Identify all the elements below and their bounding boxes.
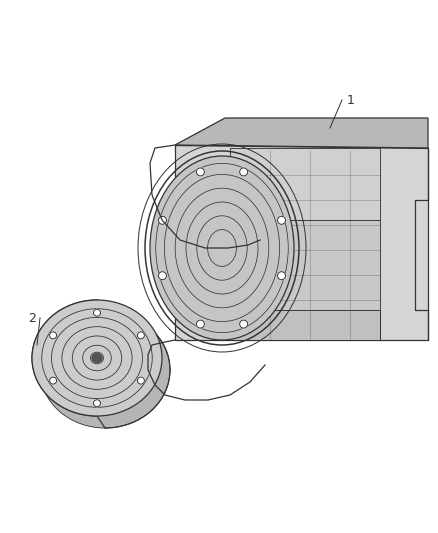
Circle shape	[93, 309, 100, 316]
Text: 1: 1	[347, 93, 355, 107]
Circle shape	[49, 332, 57, 339]
Circle shape	[138, 377, 145, 384]
Circle shape	[240, 320, 247, 328]
Ellipse shape	[150, 156, 294, 340]
Circle shape	[159, 272, 166, 280]
Ellipse shape	[32, 300, 162, 416]
Ellipse shape	[92, 353, 102, 362]
Circle shape	[138, 332, 145, 339]
Polygon shape	[175, 118, 428, 148]
Circle shape	[240, 168, 247, 176]
Circle shape	[49, 377, 57, 384]
Circle shape	[278, 216, 286, 224]
Polygon shape	[230, 220, 380, 310]
Circle shape	[159, 216, 166, 224]
Circle shape	[93, 400, 100, 407]
Circle shape	[196, 320, 205, 328]
Circle shape	[278, 272, 286, 280]
Ellipse shape	[40, 312, 170, 428]
Polygon shape	[230, 148, 380, 220]
Circle shape	[196, 168, 205, 176]
Text: 2: 2	[28, 311, 36, 325]
Polygon shape	[175, 145, 428, 340]
Polygon shape	[220, 310, 380, 340]
